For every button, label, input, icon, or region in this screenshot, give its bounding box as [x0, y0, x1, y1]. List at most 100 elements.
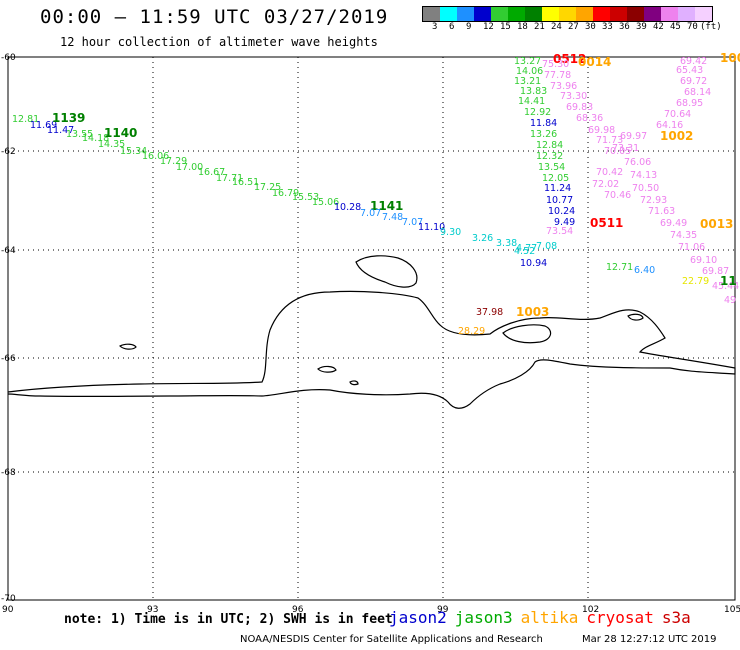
wave-height-label: 17.71 [216, 173, 243, 184]
wave-height-label: 70.64 [664, 109, 691, 120]
wave-height-label: 7.07 [402, 217, 423, 228]
wave-height-label: 13.27 [514, 56, 541, 67]
wave-height-label: 12.92 [524, 107, 551, 118]
colorbar-segment [440, 7, 457, 21]
wave-height-label: 16.67 [198, 167, 225, 178]
y-tick-label: -66 [1, 354, 16, 364]
satellite-legend: jason2 jason3 altika cryosat s3a [389, 608, 699, 627]
wave-height-label: 69.42 [680, 56, 707, 67]
x-tick-label: 93 [147, 605, 158, 615]
colorbar-label: 42 [653, 22, 664, 32]
colorbar-segment [423, 7, 440, 21]
wave-height-label: 69.83 [566, 102, 593, 113]
y-tick-label: -60 [1, 53, 16, 63]
pass-time-label: 0512 [553, 52, 586, 66]
colorbar-segment [474, 7, 491, 21]
wave-height-label: 9.49 [554, 217, 575, 228]
wave-height-label: 68.14 [684, 87, 711, 98]
graticule [8, 57, 735, 600]
colorbar-segment [559, 7, 576, 21]
y-tick-label: -62 [1, 147, 16, 157]
ice-shelf-loop [502, 324, 552, 344]
pass-time-label: 1139 [52, 111, 85, 125]
wave-height-label: 14.35 [98, 139, 125, 150]
wave-height-label: 69.10 [690, 255, 717, 266]
wave-height-label: 70.46 [604, 190, 631, 201]
wave-height-label: 10.24 [548, 206, 575, 217]
colorbar-label: (ft) [700, 22, 722, 32]
x-tick-label: 105 [724, 605, 740, 615]
wave-height-label: 16.51 [232, 177, 259, 188]
pass-time-label: 0511 [590, 216, 623, 230]
colorbar-label: 12 [483, 22, 494, 32]
wave-height-label: 69.97 [620, 131, 647, 142]
colorbar-segment [508, 7, 525, 21]
colorbar-label: 3 [432, 22, 438, 32]
wave-height-label: 14.41 [518, 96, 545, 107]
wave-height-label: 69.72 [680, 76, 707, 87]
x-axis-ticks: 90 93 96 99 102 105 [2, 605, 740, 615]
wave-height-label: 69.49 [660, 218, 687, 229]
wave-height-label: 12.05 [542, 173, 569, 184]
wave-height-label: 11.84 [530, 118, 557, 129]
wave-height-label: 28.29 [458, 326, 485, 337]
wave-height-label: 7.08 [536, 241, 557, 252]
wave-height-label: 11.47 [47, 125, 74, 136]
wave-height-label: 70.42 [596, 167, 623, 178]
wave-height-label: 74.35 [670, 230, 697, 241]
y-tick-label: -64 [1, 246, 16, 256]
wave-height-label: 70.50 [632, 183, 659, 194]
colorbar-segment [593, 7, 610, 21]
pass-time-label: 1003 [516, 305, 549, 319]
colorbar-segment [491, 7, 508, 21]
wave-height-label: 49 [724, 295, 736, 306]
wave-height-label: 16.06 [142, 151, 169, 162]
colorbar-label: 36 [619, 22, 630, 32]
colorbar-label: 9 [466, 22, 472, 32]
coastline-main [7, 290, 736, 409]
wave-height-label: 12.32 [536, 151, 563, 162]
wave-height-label: 69.87 [702, 266, 729, 277]
island-small-3 [627, 313, 644, 321]
y-tick-label: -70 [1, 594, 16, 604]
colorbar-label: 33 [602, 22, 613, 32]
pass-time-label: 1140 [104, 126, 137, 140]
wave-height-label: 65.43 [676, 65, 703, 76]
colorbar-segment [576, 7, 593, 21]
y-axis-ticks: -60 -62 -64 -66 -68 -70 [1, 53, 16, 604]
wave-height-label: 9.30 [440, 227, 461, 238]
satellite-legend-item: cryosat [586, 608, 654, 627]
wave-height-label: 7.07 [360, 208, 381, 219]
wave-height-label: 13.83 [520, 86, 547, 97]
pass-time-label: 0014 [578, 55, 611, 69]
wave-height-label: 74.13 [630, 170, 657, 181]
coastline [7, 255, 736, 409]
wave-height-label: 75.30 [542, 59, 569, 70]
wave-height-label: 17.29 [160, 156, 187, 167]
pass-time-label: 0013 [700, 217, 733, 231]
colorbar-label: 21 [534, 22, 545, 32]
colorbar-segment [457, 7, 474, 21]
wave-height-label: 10.28 [334, 202, 361, 213]
wave-height-label: 76.06 [624, 157, 651, 168]
wave-height-label: 69.98 [588, 125, 615, 136]
wave-height-label: 71.06 [678, 242, 705, 253]
wave-height-label: 4.52 [514, 246, 535, 257]
y-tick-label: -68 [1, 468, 16, 478]
wave-height-label: 73.31 [612, 143, 639, 154]
colorbar-segment [525, 7, 542, 21]
wave-height-label: 71.63 [648, 206, 675, 217]
x-tick-label: 102 [582, 605, 599, 615]
wave-height-label: 13.55 [66, 129, 93, 140]
colorbar-label: 27 [568, 22, 579, 32]
wave-height-label: 70.05 [604, 146, 631, 157]
page-title: 00:00 – 11:59 UTC 03/27/2019 [40, 6, 389, 28]
wave-height-label: 13.21 [514, 76, 541, 87]
colorbar-label: 45 [670, 22, 681, 32]
wave-height-label: 11.69 [30, 120, 57, 131]
wave-height-label: 37.98 [476, 307, 503, 318]
island-small-2 [317, 365, 337, 373]
colorbar-segment [661, 7, 678, 21]
